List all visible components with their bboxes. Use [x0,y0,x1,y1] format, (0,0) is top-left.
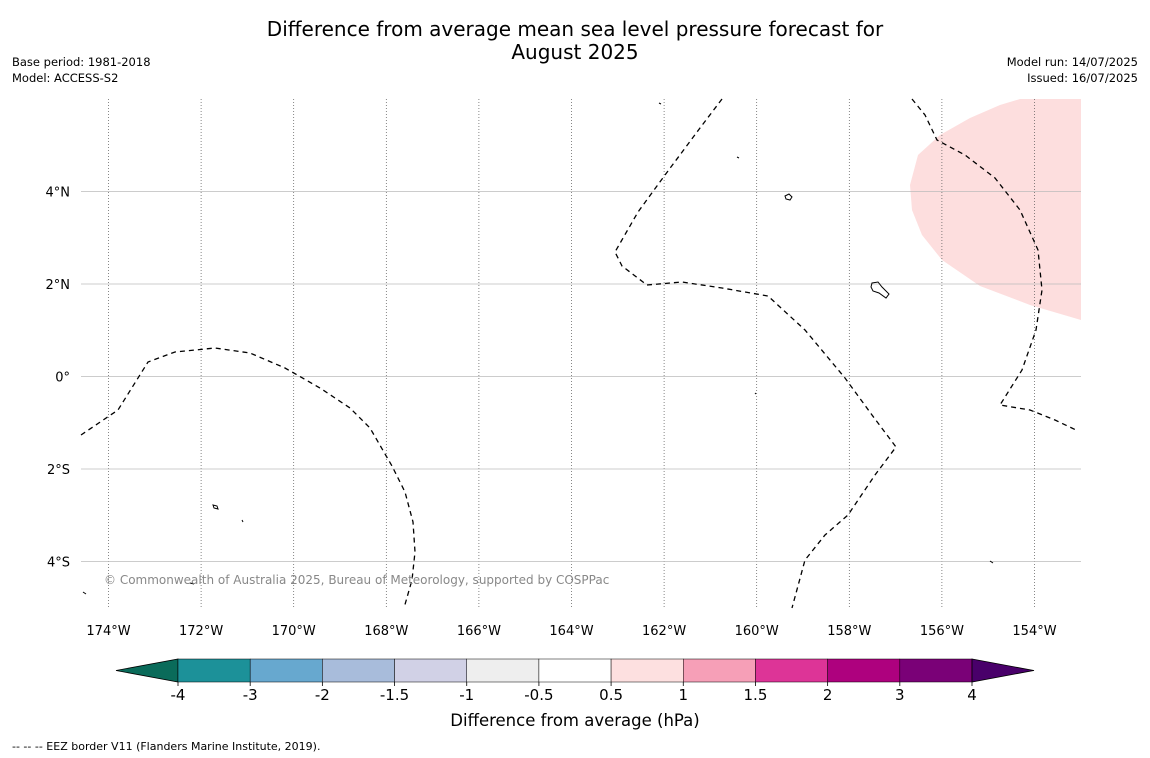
colorbar-tick-label: 0.5 [599,686,623,704]
latitude-tick-labels: 4°N 2°N 0° 2°S 4°S [46,186,71,571]
x-tick-label: 154°W [1012,624,1056,639]
colorbar-tick-label: -2 [315,686,330,704]
eez-footnote: -- -- -- EEZ border V11 (Flanders Marine… [12,740,321,753]
island-small-7 [989,560,994,564]
colorbar-tick-label: -4 [171,686,186,704]
y-tick-label: 4°N [46,186,71,201]
colorbar-segment [177,658,251,683]
colorbar-extend-high [971,658,1035,683]
islands [82,102,994,595]
meta-left: Base period: 1981-2018 Model: ACCESS-S2 [12,54,151,86]
x-tick-label: 172°W [179,624,223,639]
colorbar-extend-low [115,658,179,683]
colorbar-segment [322,658,395,683]
colorbar-segment [899,658,973,683]
colorbar: -4 -3 -2 -1.5 -1 -0.5 0.5 1 1.5 2 3 4 [115,658,1035,704]
y-tick-label: 2°S [47,463,70,478]
colorbar-segment [827,658,901,683]
island-small-8 [82,591,87,595]
colorbar-tick-label: -3 [243,686,258,704]
colorbar-segment [249,658,323,683]
longitude-tick-labels: 174°W 172°W 170°W 168°W 166°W 164°W 162°W 160°W… [86,624,1056,639]
colorbar-tick-label: -1 [459,686,474,704]
colorbar-label: Difference from average (hPa) [450,711,699,730]
base-period: Base period: 1981-2018 [12,55,151,69]
eez-border-central [614,98,897,609]
issued-date: Issued: 16/07/2025 [1027,71,1138,85]
title-line-2: August 2025 [511,40,639,64]
x-tick-label: 174°W [86,624,130,639]
x-tick-label: 156°W [920,624,964,639]
copyright-notice: © Commonwealth of Australia 2025, Bureau… [104,573,609,587]
island-small-2 [241,519,244,523]
map-gridlines [81,99,1081,608]
y-tick-label: 0° [55,371,70,386]
title-line-1: Difference from average mean sea level p… [266,17,884,41]
x-tick-label: 160°W [735,624,779,639]
colorbar-segment [466,658,540,683]
colorbar-segment [394,658,467,683]
y-tick-label: 2°N [46,278,71,293]
meta-right: Model run: 14/07/2025 Issued: 16/07/2025 [1007,54,1138,86]
y-tick-label: 4°S [47,556,70,571]
colorbar-segment [538,658,612,683]
eez-border-west [80,347,416,609]
colorbar-tick-label: 1.5 [744,686,768,704]
colorbar-tick-label: 4 [967,686,977,704]
colorbar-tick-label: -0.5 [524,686,553,704]
model-name: Model: ACCESS-S2 [12,71,119,85]
colorbar-tick-label: 1 [678,686,688,704]
colorbar-segment [755,658,828,683]
chart-title: Difference from average mean sea level p… [0,18,1150,64]
model-run: Model run: 14/07/2025 [1006,55,1138,69]
colorbar-tick-label: 2 [823,686,833,704]
island-jarvis [784,193,793,201]
colorbar-segment [683,658,756,683]
island-small-5 [736,156,740,159]
island-kiritimati [870,281,890,299]
colorbar-tick-label: 3 [895,686,905,704]
x-tick-label: 164°W [549,624,593,639]
pressure-anomaly-region [910,99,1081,320]
x-tick-label: 158°W [827,624,871,639]
x-tick-label: 166°W [457,624,501,639]
x-tick-label: 170°W [272,624,316,639]
x-tick-label: 168°W [364,624,408,639]
x-tick-label: 162°W [642,624,686,639]
colorbar-segment [610,658,684,683]
island-small-4 [658,102,662,105]
island-small-3 [189,582,195,585]
island-small-6 [754,392,757,395]
colorbar-tick-label: -1.5 [380,686,409,704]
island-small-1 [212,504,219,510]
